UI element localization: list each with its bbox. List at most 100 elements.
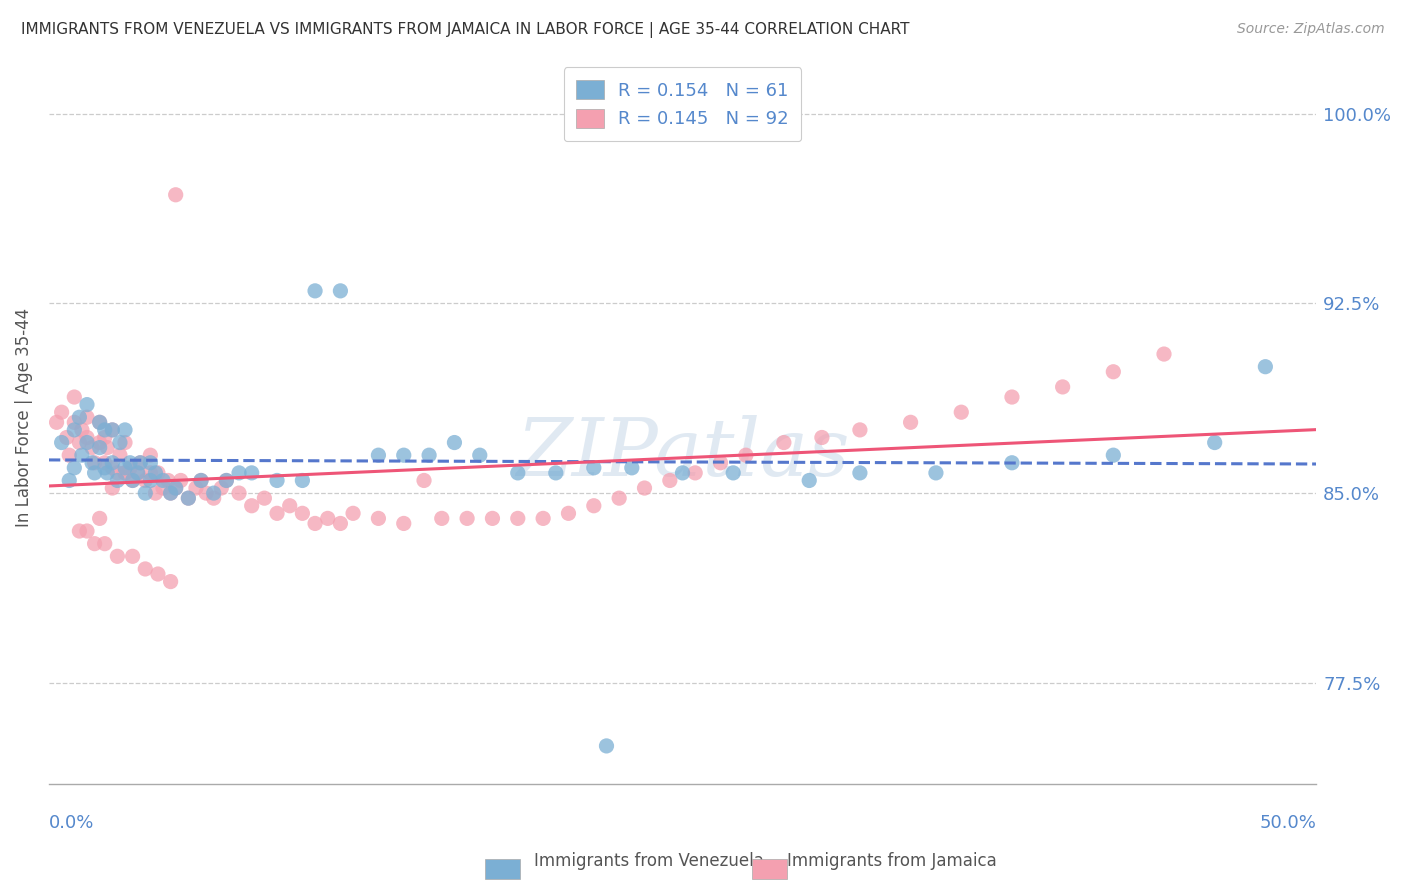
- Point: [392, 448, 415, 462]
- Text: IMMIGRANTS FROM VENEZUELA VS IMMIGRANTS FROM JAMAICA IN LABOR FORCE | AGE 35-44 : IMMIGRANTS FROM VENEZUELA VS IMMIGRANTS …: [21, 22, 910, 38]
- Point: [55, 430, 77, 444]
- Point: [89, 415, 111, 429]
- Point: [215, 474, 238, 488]
- Point: [811, 430, 834, 444]
- Point: [582, 499, 605, 513]
- Point: [721, 466, 744, 480]
- Point: [278, 499, 301, 513]
- Point: [266, 506, 288, 520]
- Point: [1102, 448, 1125, 462]
- Point: [582, 460, 605, 475]
- Point: [67, 410, 90, 425]
- Point: [1254, 359, 1277, 374]
- Point: [925, 466, 948, 480]
- Point: [76, 435, 98, 450]
- Point: [159, 486, 181, 500]
- Point: [93, 423, 115, 437]
- Point: [101, 423, 124, 437]
- Point: [240, 499, 263, 513]
- Point: [96, 466, 118, 480]
- Point: [190, 474, 212, 488]
- Point: [76, 398, 98, 412]
- Point: [93, 460, 115, 475]
- Point: [709, 456, 731, 470]
- Point: [96, 441, 118, 455]
- Point: [83, 456, 105, 470]
- Point: [165, 187, 187, 202]
- Point: [595, 739, 617, 753]
- Point: [849, 423, 872, 437]
- Point: [170, 474, 193, 488]
- Point: [658, 474, 681, 488]
- Point: [177, 491, 200, 505]
- Point: [89, 435, 111, 450]
- Point: [202, 486, 225, 500]
- Point: [367, 448, 389, 462]
- Point: [1001, 456, 1024, 470]
- Point: [89, 415, 111, 429]
- Point: [63, 415, 86, 429]
- Point: [329, 516, 352, 531]
- Point: [481, 511, 503, 525]
- Point: [773, 435, 796, 450]
- Point: [165, 481, 187, 495]
- Point: [145, 486, 167, 500]
- Point: [63, 390, 86, 404]
- Point: [506, 511, 529, 525]
- Point: [531, 511, 554, 525]
- Point: [456, 511, 478, 525]
- Point: [152, 481, 174, 495]
- Point: [620, 460, 643, 475]
- Point: [228, 466, 250, 480]
- Point: [93, 456, 115, 470]
- Point: [202, 491, 225, 505]
- Point: [70, 448, 93, 462]
- Point: [506, 466, 529, 480]
- Y-axis label: In Labor Force | Age 35-44: In Labor Force | Age 35-44: [15, 308, 32, 527]
- Point: [159, 574, 181, 589]
- Point: [607, 491, 630, 505]
- Point: [215, 474, 238, 488]
- Point: [89, 441, 111, 455]
- Point: [557, 506, 579, 520]
- Point: [70, 423, 93, 437]
- Point: [134, 562, 156, 576]
- Point: [849, 466, 872, 480]
- Point: [89, 511, 111, 525]
- Point: [392, 516, 415, 531]
- Point: [1204, 435, 1226, 450]
- Point: [367, 511, 389, 525]
- Point: [266, 474, 288, 488]
- Point: [418, 448, 440, 462]
- Text: 0.0%: 0.0%: [49, 814, 94, 832]
- Point: [63, 460, 86, 475]
- Point: [152, 474, 174, 488]
- Point: [734, 448, 756, 462]
- Text: 50.0%: 50.0%: [1260, 814, 1316, 832]
- Point: [129, 456, 152, 470]
- Point: [76, 410, 98, 425]
- Point: [101, 456, 124, 470]
- Point: [304, 284, 326, 298]
- Point: [1052, 380, 1074, 394]
- Point: [120, 460, 142, 475]
- Point: [139, 456, 162, 470]
- Legend: R = 0.154   N = 61, R = 0.145   N = 92: R = 0.154 N = 61, R = 0.145 N = 92: [564, 67, 801, 141]
- Text: Source: ZipAtlas.com: Source: ZipAtlas.com: [1237, 22, 1385, 37]
- Point: [105, 466, 128, 480]
- Point: [1102, 365, 1125, 379]
- Point: [105, 474, 128, 488]
- Point: [120, 456, 142, 470]
- Point: [253, 491, 276, 505]
- Point: [139, 466, 162, 480]
- Point: [413, 474, 436, 488]
- Point: [291, 474, 314, 488]
- Point: [67, 524, 90, 538]
- Point: [83, 466, 105, 480]
- Point: [134, 474, 156, 488]
- Point: [468, 448, 491, 462]
- Point: [114, 423, 136, 437]
- Point: [304, 516, 326, 531]
- Point: [342, 506, 364, 520]
- Point: [121, 474, 143, 488]
